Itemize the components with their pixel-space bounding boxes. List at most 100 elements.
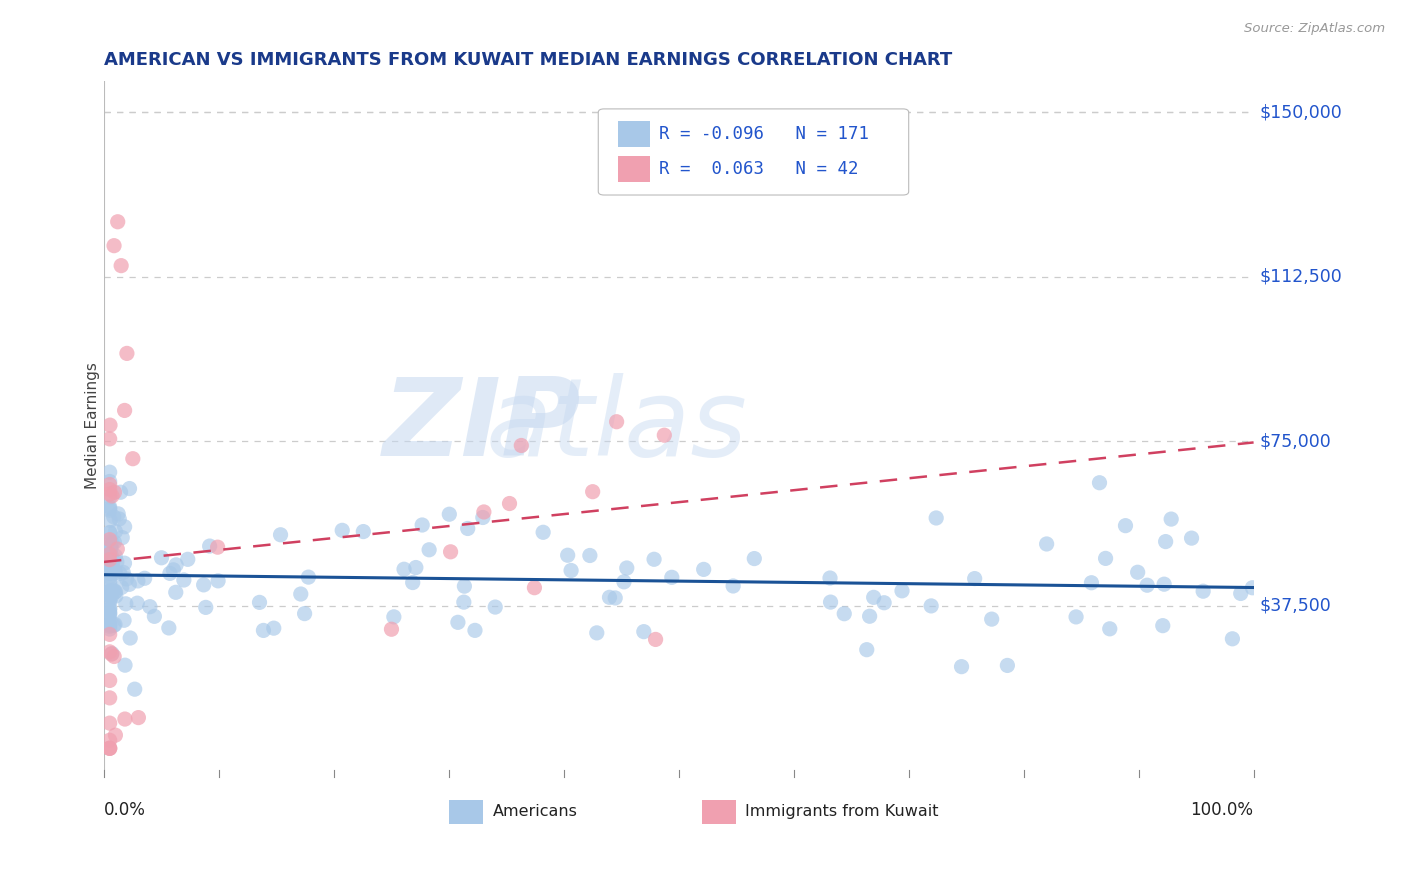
Point <box>1064 610 1087 624</box>
Point <box>101 536 124 550</box>
Point <box>98 475 121 489</box>
Text: $150,000: $150,000 <box>1260 103 1343 121</box>
Point <box>392 562 415 576</box>
Point <box>98 593 121 607</box>
FancyBboxPatch shape <box>702 799 737 823</box>
Point <box>891 583 914 598</box>
Point <box>98 584 121 599</box>
Point <box>98 589 121 603</box>
Point <box>98 602 121 616</box>
Point <box>139 599 162 614</box>
Point <box>380 622 402 636</box>
Point <box>104 566 127 580</box>
Point <box>98 566 121 581</box>
Point <box>98 601 121 615</box>
Point <box>98 547 121 561</box>
Point <box>98 618 121 632</box>
Point <box>103 509 125 524</box>
Point <box>104 524 127 539</box>
Point <box>118 577 141 591</box>
Point <box>498 496 520 510</box>
Point <box>447 615 470 630</box>
Point <box>100 538 122 552</box>
Point <box>294 607 316 621</box>
Point <box>98 565 121 579</box>
Point <box>585 625 607 640</box>
Point <box>98 551 121 566</box>
Point <box>297 570 319 584</box>
Point <box>162 563 184 577</box>
Point <box>531 525 554 540</box>
FancyBboxPatch shape <box>599 109 908 195</box>
Point <box>263 621 285 635</box>
Point <box>950 659 973 673</box>
Point <box>1160 512 1182 526</box>
Point <box>98 432 121 446</box>
Point <box>862 591 884 605</box>
Point <box>124 682 146 697</box>
Point <box>643 552 665 566</box>
Point <box>464 624 486 638</box>
Point <box>616 561 638 575</box>
Point <box>98 586 121 600</box>
Point <box>523 581 546 595</box>
Point <box>98 503 121 517</box>
Point <box>920 599 942 613</box>
Point <box>104 617 127 632</box>
Point <box>249 595 271 609</box>
Point <box>98 500 121 514</box>
Point <box>439 507 461 521</box>
Point <box>103 535 125 549</box>
Point <box>104 728 127 742</box>
Point <box>484 600 506 615</box>
Point <box>101 489 124 503</box>
Point <box>98 733 121 747</box>
Point <box>143 609 166 624</box>
Text: atlas: atlas <box>486 373 748 478</box>
Text: ZIP: ZIP <box>382 373 581 479</box>
Point <box>111 531 134 545</box>
Point <box>1136 578 1159 592</box>
Point <box>402 575 425 590</box>
Point <box>1153 577 1175 591</box>
Text: $75,000: $75,000 <box>1260 432 1331 450</box>
Point <box>330 524 353 538</box>
Point <box>995 658 1018 673</box>
Point <box>98 741 121 756</box>
Point <box>107 215 129 229</box>
Point <box>352 524 374 539</box>
Text: 0.0%: 0.0% <box>104 801 146 819</box>
Point <box>1126 566 1149 580</box>
Point <box>114 403 136 417</box>
Point <box>98 564 121 578</box>
Point <box>98 645 121 659</box>
Point <box>98 565 121 579</box>
Point <box>605 591 627 605</box>
Point <box>98 513 121 527</box>
Point <box>98 487 121 501</box>
Point <box>98 613 121 627</box>
Point <box>98 608 121 623</box>
Point <box>820 595 842 609</box>
Text: Americans: Americans <box>492 804 578 819</box>
Point <box>101 585 124 599</box>
Point <box>925 511 948 525</box>
Point <box>127 574 149 588</box>
Point <box>439 545 461 559</box>
Y-axis label: Median Earnings: Median Earnings <box>86 362 100 489</box>
Point <box>742 551 765 566</box>
Point <box>177 552 200 566</box>
Point <box>104 564 127 578</box>
Point <box>980 612 1002 626</box>
Point <box>1098 622 1121 636</box>
Point <box>98 716 121 731</box>
Point <box>103 583 125 598</box>
Point <box>98 533 121 547</box>
Point <box>114 597 136 611</box>
Point <box>112 613 135 627</box>
Point <box>98 741 121 756</box>
Point <box>472 505 495 519</box>
Text: 100.0%: 100.0% <box>1191 801 1254 819</box>
Point <box>98 690 121 705</box>
Point <box>120 631 142 645</box>
